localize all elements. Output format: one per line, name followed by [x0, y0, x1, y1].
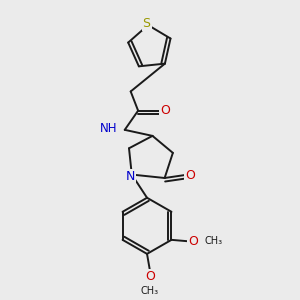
Text: N: N	[126, 169, 135, 182]
Text: O: O	[145, 270, 155, 283]
Text: O: O	[185, 169, 195, 182]
Text: O: O	[160, 104, 170, 117]
Text: S: S	[142, 17, 151, 30]
Text: CH₃: CH₃	[141, 286, 159, 296]
Text: NH: NH	[100, 122, 117, 135]
Text: O: O	[188, 235, 198, 248]
Text: CH₃: CH₃	[204, 236, 222, 246]
